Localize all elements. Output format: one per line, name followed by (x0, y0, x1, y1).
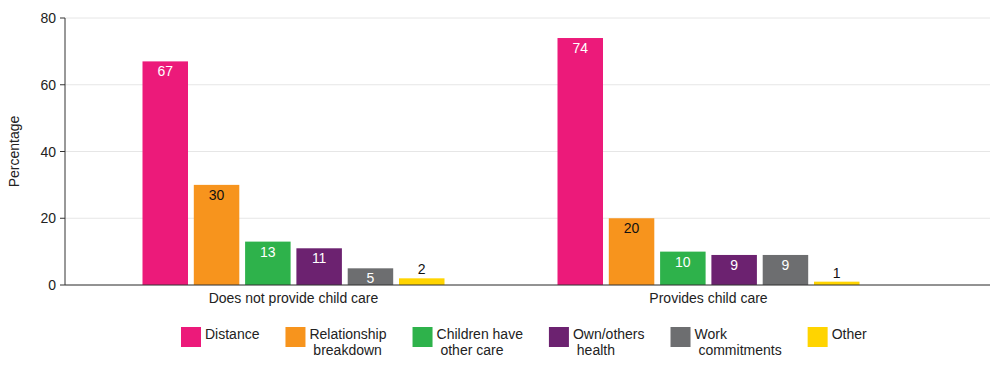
data-label: 2 (418, 261, 426, 277)
legend-label: Other (832, 326, 867, 342)
data-label: 9 (730, 257, 738, 273)
chart: 0 20 40 60 80 Percentage 67 30 13 11 5 2 74 20 10 9 9 1 Do… (0, 0, 1002, 378)
legend-label: Children have other care (437, 326, 524, 358)
data-label: 30 (209, 187, 225, 203)
tick-mark (60, 285, 65, 286)
tick-mark (60, 218, 65, 219)
legend-swatch (671, 327, 691, 347)
legend-label-line: Relationship (309, 326, 386, 342)
bar (763, 255, 809, 285)
legend-label-line: breakdown (309, 342, 381, 358)
data-label: 13 (260, 244, 276, 260)
grid-line (65, 151, 990, 152)
bar (814, 282, 860, 285)
data-label: 5 (367, 270, 375, 286)
bar (399, 278, 445, 285)
tick-label: 80 (40, 10, 56, 26)
tick-mark (60, 84, 65, 85)
bar (143, 61, 189, 285)
legend-label-line: commitments (695, 342, 782, 358)
tick-label: 40 (40, 144, 56, 160)
legend-label: Relationship breakdown (309, 326, 386, 358)
data-label: 67 (157, 63, 173, 79)
bar (296, 248, 342, 285)
x-axis (65, 285, 990, 286)
data-label: 74 (572, 40, 588, 56)
bar (609, 218, 655, 285)
legend-label-line: Distance (205, 326, 260, 342)
tick-label: 20 (40, 210, 56, 226)
grid-line (65, 84, 990, 85)
bar (558, 38, 604, 285)
bars (143, 38, 860, 285)
y-axis (65, 18, 66, 285)
data-label: 10 (675, 254, 691, 270)
tick-mark (60, 151, 65, 152)
legend-label-line: Children have (437, 326, 524, 342)
legend-label: Own/others health (573, 326, 645, 358)
data-labels: 67 30 13 11 5 2 74 20 10 9 9 1 (157, 40, 840, 286)
legend-label-line: Other (832, 326, 867, 342)
legend-swatch (413, 327, 433, 347)
legend-label-line: other care (437, 342, 504, 358)
tick-mark (60, 18, 65, 19)
bar (711, 255, 757, 285)
legend-swatch (181, 327, 201, 347)
legend-swatch (549, 327, 569, 347)
legend-label: Distance (205, 326, 260, 342)
legend-label-line: Own/others (573, 326, 645, 342)
category-label: Provides child care (649, 290, 767, 306)
legend: Distance Relationship breakdown Children h… (181, 326, 867, 358)
legend-label-line: Work (695, 326, 728, 342)
legend-swatch (808, 327, 828, 347)
data-label: 9 (782, 257, 790, 273)
legend-swatch (285, 327, 305, 347)
legend-label-line: health (573, 342, 615, 358)
data-label: 11 (312, 250, 327, 266)
bar (194, 185, 240, 285)
tick-label: 60 (40, 77, 56, 93)
y-axis-label: Percentage (6, 115, 22, 187)
tick-label: 0 (48, 277, 56, 293)
data-label: 20 (624, 220, 640, 236)
grid-line (65, 18, 990, 19)
category-label: Does not provide child care (209, 290, 379, 306)
legend-label: Work commitments (695, 326, 782, 358)
data-label: 1 (833, 265, 841, 281)
bar (660, 252, 706, 285)
grid-line (65, 285, 990, 286)
bar (245, 242, 291, 285)
